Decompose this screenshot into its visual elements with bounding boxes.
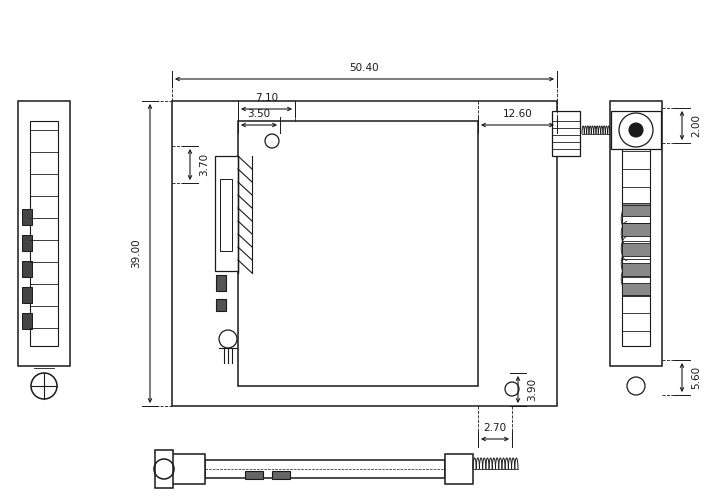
Bar (622, 243, 650, 256)
Bar (622, 121, 650, 346)
Text: 5.60: 5.60 (691, 366, 701, 389)
Bar (155, 450, 173, 488)
Bar (22, 287, 32, 303)
Bar (238, 121, 478, 386)
Text: 3.90: 3.90 (527, 378, 537, 401)
Bar (611, 111, 661, 149)
Bar (245, 471, 263, 479)
Bar (22, 235, 32, 251)
Bar (215, 156, 238, 271)
Bar (445, 454, 473, 484)
Bar (22, 313, 32, 329)
Text: 7.10: 7.10 (255, 93, 278, 103)
Text: 2.00: 2.00 (691, 114, 701, 137)
Bar (622, 203, 650, 216)
Text: 3.70: 3.70 (199, 153, 209, 176)
Bar (172, 101, 557, 406)
Bar (205, 460, 445, 478)
Bar (22, 261, 32, 277)
Text: 50.40: 50.40 (349, 63, 379, 73)
Text: 3.50: 3.50 (247, 109, 270, 119)
Text: 2.70: 2.70 (484, 423, 507, 433)
Bar (30, 121, 58, 346)
Bar (622, 223, 650, 236)
Circle shape (629, 123, 643, 137)
Bar (610, 101, 662, 366)
Bar (216, 275, 226, 291)
Text: 39.00: 39.00 (131, 238, 141, 269)
Bar (272, 471, 290, 479)
Text: 12.60: 12.60 (502, 109, 532, 119)
Bar (18, 101, 70, 366)
Bar (172, 454, 205, 484)
Bar (552, 111, 580, 156)
Bar (220, 179, 232, 251)
Bar (22, 209, 32, 225)
Bar (622, 283, 650, 296)
Bar (216, 299, 226, 311)
Bar (622, 263, 650, 276)
